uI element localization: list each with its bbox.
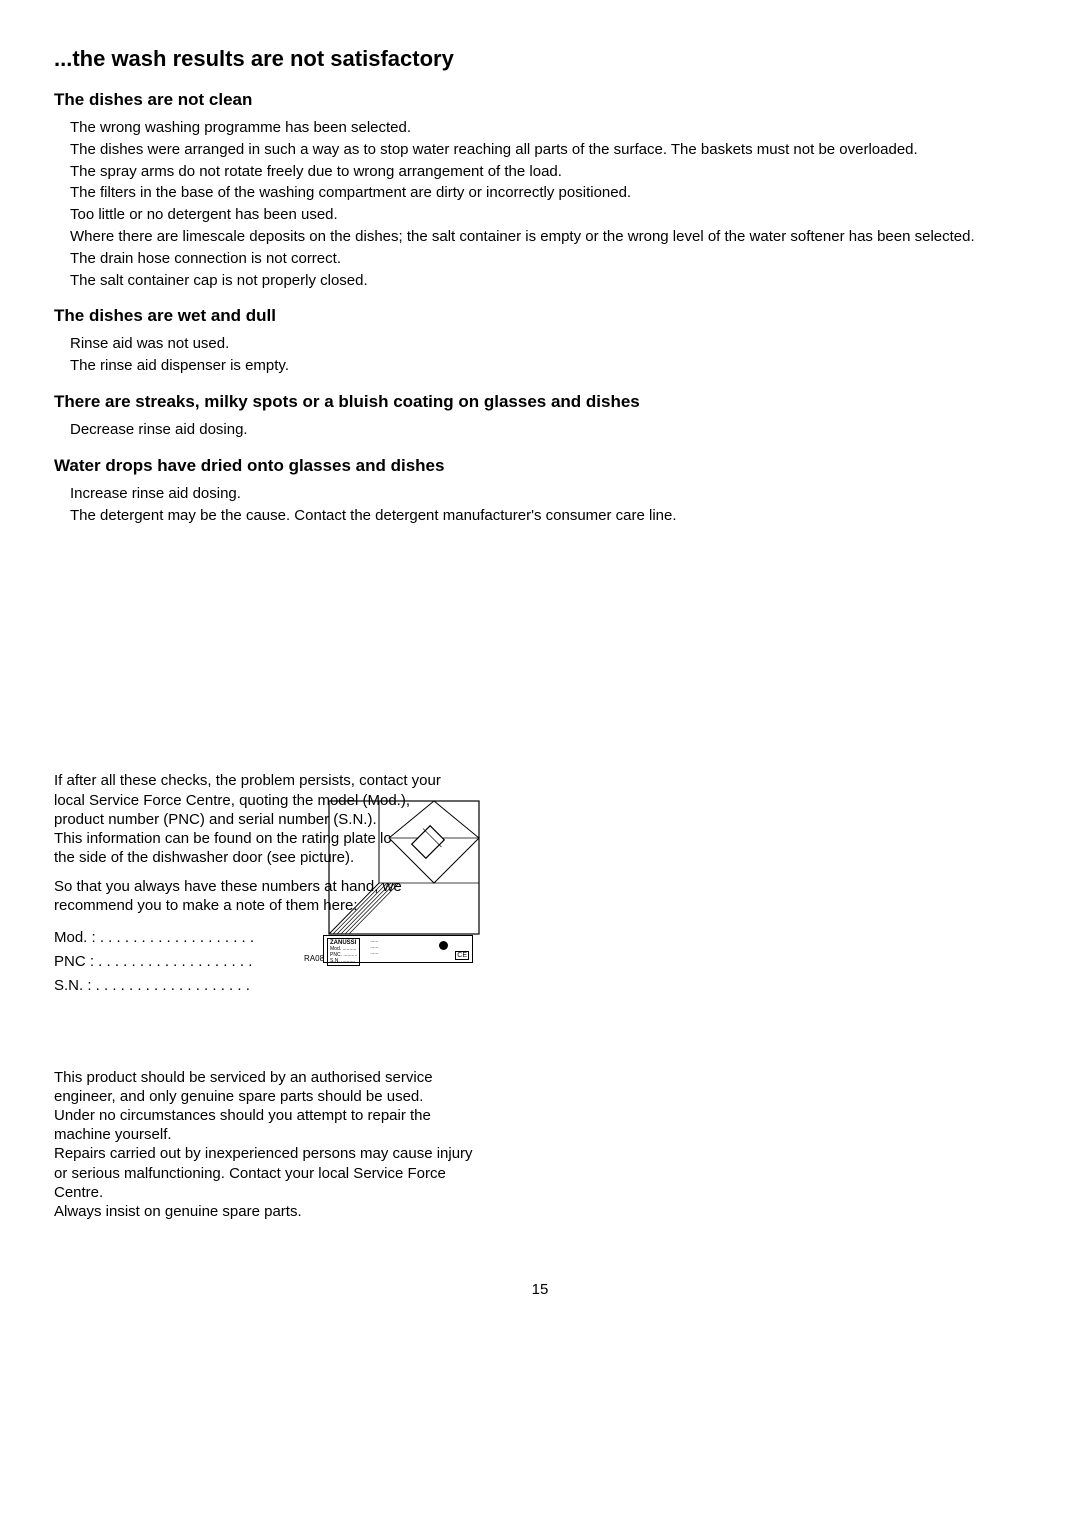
diagram-label: RA08 <box>304 954 324 963</box>
item: The spray arms do not rotate freely due … <box>70 162 1026 182</box>
heading: The dishes are wet and dull <box>54 306 1026 326</box>
item: Increase rinse aid dosing. <box>70 484 1026 504</box>
page-title: ...the wash results are not satisfactory <box>54 46 1026 72</box>
section-water-drops: Water drops have dried onto glasses and … <box>54 456 1026 526</box>
item: Too little or no detergent has been used… <box>70 205 1026 225</box>
footer-p2: Under no circumstances should you attemp… <box>54 1106 474 1144</box>
section-wet-dull: The dishes are wet and dull Rinse aid wa… <box>54 306 1026 376</box>
item: Decrease rinse aid dosing. <box>70 420 1026 440</box>
ce-mark: CE <box>455 951 469 960</box>
dishwasher-door-icon <box>319 793 489 943</box>
spacer <box>54 541 1026 771</box>
heading: Water drops have dried onto glasses and … <box>54 456 1026 476</box>
item: Rinse aid was not used. <box>70 334 1026 354</box>
item: The detergent may be the cause. Contact … <box>70 506 1026 526</box>
item: The dishes were arranged in such a way a… <box>70 140 1026 160</box>
footer-p4: Always insist on genuine spare parts. <box>54 1202 474 1221</box>
service-diagram: ZANUSSI Mod. .......... PNC. .......... … <box>479 771 1026 997</box>
heading: The dishes are not clean <box>54 90 1026 110</box>
footer-p3: Repairs carried out by inexperienced per… <box>54 1144 474 1202</box>
service-block: If after all these checks, the problem p… <box>54 771 1026 997</box>
plate-dot-icon <box>439 941 448 950</box>
item: The wrong washing programme has been sel… <box>70 118 1026 138</box>
footer-warning: This product should be serviced by an au… <box>54 1068 474 1222</box>
field-sn: S.N. : . . . . . . . . . . . . . . . . .… <box>54 974 459 998</box>
plate-v3: ...... <box>370 950 378 956</box>
heading: There are streaks, milky spots or a blui… <box>54 392 1026 412</box>
item: The filters in the base of the washing c… <box>70 183 1026 203</box>
spacer <box>54 998 1026 1068</box>
footer-p1: This product should be serviced by an au… <box>54 1068 474 1106</box>
item: The drain hose connection is not correct… <box>70 249 1026 269</box>
page-content: ...the wash results are not satisfactory… <box>0 0 1080 1338</box>
item: The salt container cap is not properly c… <box>70 271 1026 291</box>
items: The wrong washing programme has been sel… <box>54 118 1026 290</box>
plate-sn: S.N. .......... <box>330 958 357 964</box>
rating-plate-diagram: ZANUSSI Mod. .......... PNC. .......... … <box>299 793 489 963</box>
item: The rinse aid dispenser is empty. <box>70 356 1026 376</box>
page-number: 15 <box>54 1281 1026 1298</box>
rating-plate: ZANUSSI Mod. .......... PNC. .......... … <box>323 935 473 963</box>
section-streaks: There are streaks, milky spots or a blui… <box>54 392 1026 440</box>
items: Increase rinse aid dosing. The detergent… <box>54 484 1026 526</box>
section-not-clean: The dishes are not clean The wrong washi… <box>54 90 1026 290</box>
items: Rinse aid was not used. The rinse aid di… <box>54 334 1026 376</box>
item: Where there are limescale deposits on th… <box>70 227 1026 247</box>
items: Decrease rinse aid dosing. <box>54 420 1026 440</box>
